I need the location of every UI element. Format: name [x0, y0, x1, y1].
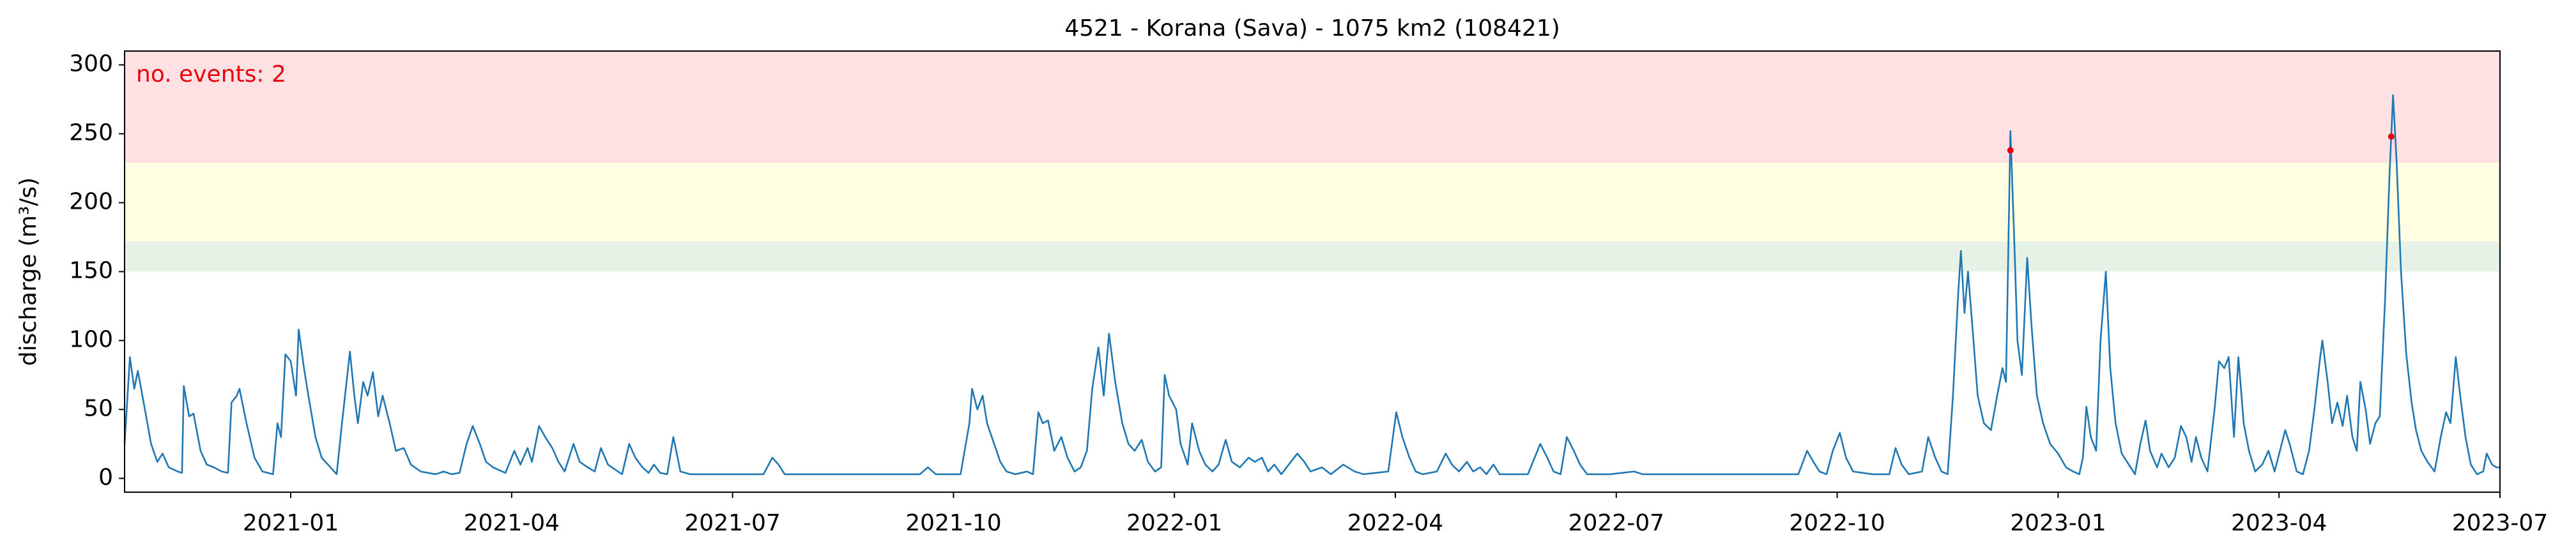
x-tick-label: 2021-10 — [905, 510, 1001, 536]
y-tick-label: 150 — [69, 258, 113, 284]
axes-frame — [124, 50, 2501, 493]
y-tick-label: 0 — [98, 464, 113, 490]
chart-title: 4521 - Korana (Sava) - 1075 km2 (108421) — [1064, 15, 1560, 41]
threshold-band — [125, 241, 2500, 272]
x-tick-label: 2023-07 — [2452, 510, 2548, 536]
event-marker — [2007, 147, 2014, 154]
x-tick-label: 2023-01 — [2010, 510, 2106, 536]
event-count: no. events: 2 — [136, 61, 286, 87]
x-tick-label: 2022-10 — [1789, 510, 1885, 536]
y-axis-label: discharge (m³/s) — [15, 177, 42, 366]
y-tick-label: 200 — [69, 189, 113, 215]
discharge-line — [123, 94, 2500, 476]
y-tick-label: 250 — [69, 120, 113, 146]
x-tick-label: 2022-07 — [1568, 510, 1664, 536]
x-tick-label: 2022-01 — [1126, 510, 1222, 536]
x-tick-label: 2021-07 — [684, 510, 780, 536]
threshold-band — [125, 162, 2500, 241]
x-tick-label: 2022-04 — [1347, 510, 1443, 536]
threshold-band — [125, 51, 2500, 163]
y-tick-label: 300 — [69, 51, 113, 77]
event-marker — [2388, 133, 2395, 140]
x-tick-label: 2021-04 — [464, 510, 560, 536]
x-tick-label: 2023-04 — [2231, 510, 2327, 536]
y-tick-label: 50 — [84, 395, 113, 421]
x-tick-label: 2021-01 — [243, 510, 339, 536]
y-tick-label: 100 — [69, 326, 113, 352]
